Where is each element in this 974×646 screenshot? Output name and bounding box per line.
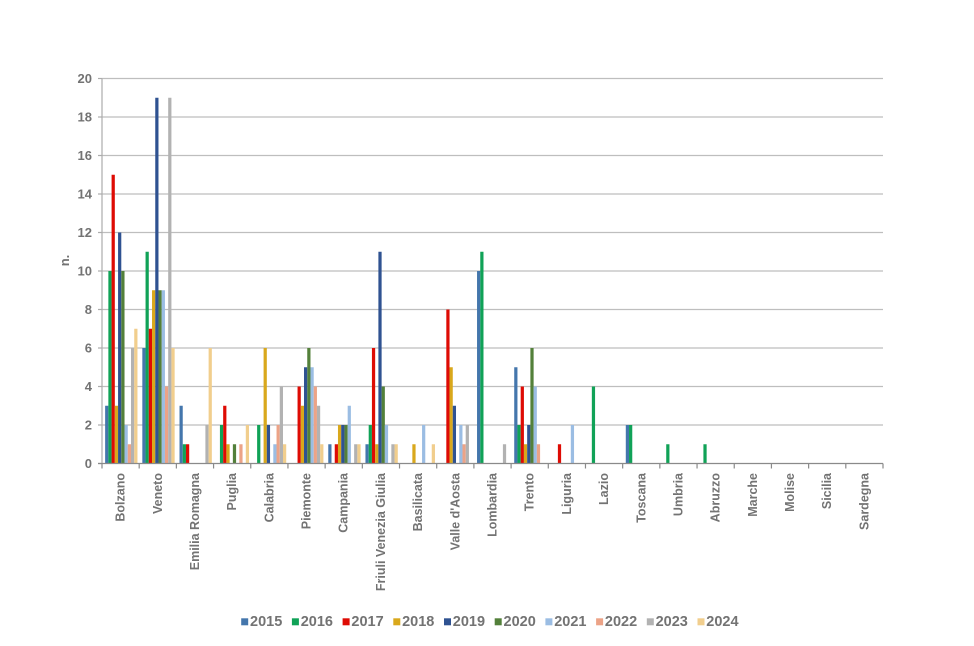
- svg-text:16: 16: [78, 148, 92, 163]
- svg-text:10: 10: [78, 264, 92, 279]
- svg-text:Molise: Molise: [783, 473, 797, 512]
- svg-text:Umbria: Umbria: [671, 472, 685, 516]
- svg-text:Piemonte: Piemonte: [300, 473, 314, 529]
- svg-text:2019: 2019: [453, 614, 485, 630]
- svg-text:Basilicata: Basilicata: [411, 472, 425, 531]
- svg-text:2015: 2015: [250, 614, 282, 630]
- svg-text:Sicilia: Sicilia: [820, 472, 834, 509]
- svg-text:Bolzano: Bolzano: [114, 473, 128, 522]
- svg-text:2024: 2024: [706, 614, 738, 630]
- svg-text:2017: 2017: [351, 614, 383, 630]
- svg-text:2023: 2023: [656, 614, 688, 630]
- svg-text:2021: 2021: [554, 614, 586, 630]
- svg-text:18: 18: [78, 110, 92, 125]
- svg-text:Emilia Romagna: Emilia Romagna: [188, 472, 202, 570]
- svg-text:Liguria: Liguria: [560, 472, 574, 515]
- svg-text:6: 6: [85, 341, 92, 356]
- svg-text:Campania: Campania: [337, 472, 351, 533]
- svg-text:Marche: Marche: [746, 473, 760, 517]
- svg-text:Calabria: Calabria: [262, 472, 276, 522]
- svg-text:2016: 2016: [301, 614, 333, 630]
- svg-text:4: 4: [85, 379, 93, 394]
- svg-text:Abruzzo: Abruzzo: [709, 473, 723, 523]
- svg-text:Friuli Venezia Giulia: Friuli Venezia Giulia: [374, 472, 388, 591]
- svg-text:8: 8: [85, 302, 92, 317]
- svg-text:2020: 2020: [504, 614, 536, 630]
- svg-text:2022: 2022: [605, 614, 637, 630]
- svg-text:Trento: Trento: [523, 473, 537, 512]
- svg-text:Veneto: Veneto: [151, 473, 165, 514]
- svg-text:n.: n.: [57, 255, 72, 267]
- svg-text:0: 0: [85, 456, 92, 471]
- svg-text:Valle d'Aosta: Valle d'Aosta: [448, 472, 462, 550]
- svg-text:Lazio: Lazio: [597, 473, 611, 505]
- svg-text:Sardegna: Sardegna: [857, 472, 871, 530]
- svg-text:Puglia: Puglia: [225, 472, 239, 511]
- svg-text:2018: 2018: [402, 614, 434, 630]
- svg-text:Toscana: Toscana: [634, 472, 648, 523]
- svg-text:Lombardia: Lombardia: [486, 472, 500, 537]
- svg-text:14: 14: [78, 187, 93, 202]
- svg-text:12: 12: [78, 225, 92, 240]
- svg-text:20: 20: [78, 71, 92, 86]
- svg-text:2: 2: [85, 418, 92, 433]
